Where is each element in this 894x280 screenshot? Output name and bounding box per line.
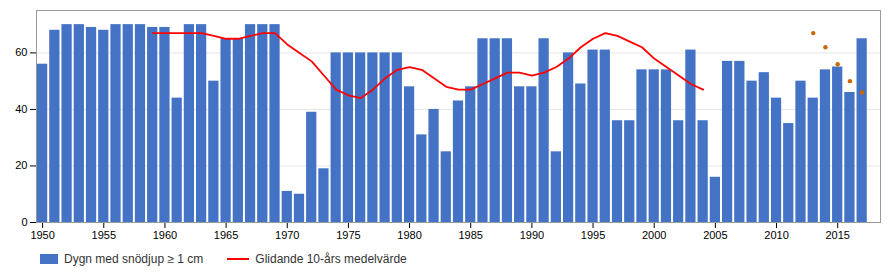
svg-text:1950: 1950 [30,229,54,241]
svg-text:1990: 1990 [520,229,544,241]
svg-text:2010: 2010 [764,229,788,241]
svg-text:1995: 1995 [581,229,605,241]
svg-text:2005: 2005 [703,229,727,241]
svg-text:1960: 1960 [153,229,177,241]
svg-text:0: 0 [21,216,27,228]
svg-text:60: 60 [15,46,27,58]
svg-text:2015: 2015 [825,229,849,241]
svg-text:2000: 2000 [642,229,666,241]
svg-text:1965: 1965 [214,229,238,241]
html-text:Glidande 10-års medelvärde: Glidande 10-års medelvärde [255,252,407,266]
svg-text:20: 20 [15,159,27,171]
svg-text:1955: 1955 [92,229,116,241]
svg-text:40: 40 [15,103,27,115]
svg-text:1975: 1975 [336,229,360,241]
svg-text:1980: 1980 [397,229,421,241]
svg-text:1970: 1970 [275,229,299,241]
svg-text:1985: 1985 [458,229,482,241]
html-text:Dygn med snödjup ≥ 1 cm: Dygn med snödjup ≥ 1 cm [64,252,204,266]
